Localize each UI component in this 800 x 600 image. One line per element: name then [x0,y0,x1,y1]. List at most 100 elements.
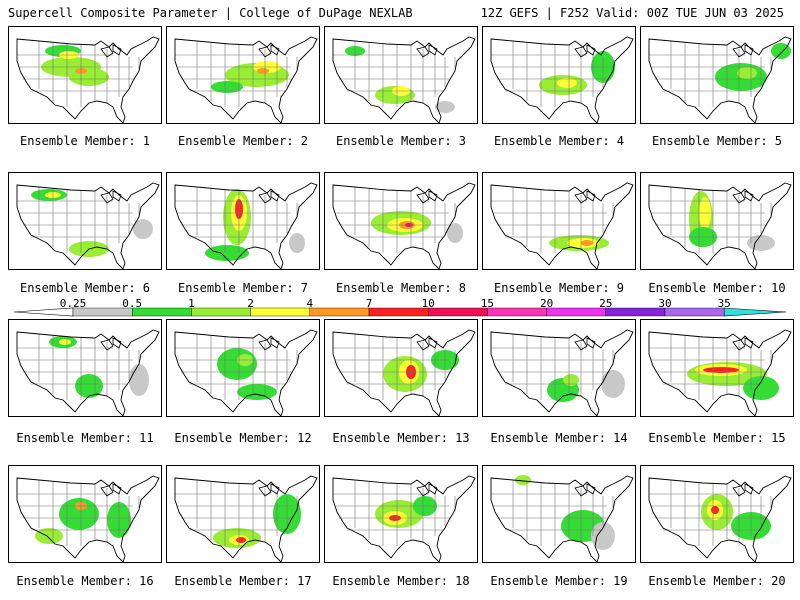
ensemble-member-caption: Ensemble Member: 1 [19,134,151,148]
great-lakes [574,483,596,497]
ensemble-member-caption: Ensemble Member: 9 [493,281,625,295]
scp-contour-area [743,376,779,400]
ensemble-member-map-4 [482,26,636,124]
colorbar-tick-label: 15 [480,297,495,310]
scp-contour-area [711,506,719,514]
us-map-svg [174,36,318,123]
great-lakes [258,190,280,204]
ensemble-member-map-6 [8,172,162,270]
ensemble-member-caption: Ensemble Member: 13 [332,431,470,445]
land-area [491,330,633,416]
scp-contour-area [581,240,593,246]
ensemble-member-caption: Ensemble Member: 10 [648,281,786,295]
ensemble-member-map-17 [166,465,320,563]
ensemble-member-map-15 [640,319,794,417]
us-map-svg [332,182,476,269]
colorbar-segment [309,307,370,317]
colorbar-tick-label: 0.5 [122,297,143,310]
great-lakes [100,44,122,58]
ensemble-member-map-9 [482,172,636,270]
us-map-svg [648,36,792,123]
ensemble-member-map-11 [8,319,162,417]
scp-contour-area [75,374,103,398]
us-map-svg [174,475,318,562]
great-lakes [416,483,438,497]
great-lakes [574,44,596,58]
scp-contour-area [69,68,109,86]
ensemble-member-map-14 [482,319,636,417]
color-scale-bar [13,307,787,317]
ensemble-member-caption: Ensemble Member: 20 [648,574,786,588]
colorbar-tick-label: 35 [717,297,731,310]
scp-contour-area [129,364,149,396]
colorbar-segment [368,307,429,317]
us-map-svg [490,329,634,416]
ensemble-member-caption: Ensemble Member: 7 [177,281,309,295]
great-lakes [100,190,122,204]
ensemble-member-caption: Ensemble Member: 2 [177,134,309,148]
great-lakes [574,190,596,204]
great-lakes [258,483,280,497]
ensemble-member-caption: Ensemble Member: 3 [335,134,467,148]
great-lakes [732,44,754,58]
great-lakes [100,337,122,351]
scp-contour-area [133,219,153,239]
ensemble-member-caption: Ensemble Member: 5 [651,134,783,148]
scp-contour-area [557,78,577,88]
great-lakes [732,337,754,351]
colorbar-tick-label: 1 [188,297,195,310]
scp-contour-area [591,522,615,550]
ensemble-member-caption: Ensemble Member: 17 [174,574,312,588]
scp-contour-area [771,43,791,59]
us-map-svg [16,182,160,269]
us-map-svg [332,475,476,562]
ensemble-member-map-16 [8,465,162,563]
scp-contour-area [237,384,277,400]
ensemble-member-map-10 [640,172,794,270]
colorbar-segment [546,307,606,317]
colorbar-tick-label: 4 [306,297,314,310]
us-map-svg [490,182,634,269]
colorbar-tick-label: 0.25 [59,297,87,310]
colorbar-segment [191,307,251,317]
great-lakes [732,190,754,204]
us-map-svg [174,182,318,269]
us-map-svg [490,475,634,562]
scp-contour-area [737,67,757,79]
land-area [491,476,633,562]
ensemble-member-map-3 [324,26,478,124]
scp-contour-area [703,367,739,373]
scp-contour-area [205,245,249,261]
scp-contour-area [59,339,71,345]
colorbar-segment [250,307,311,317]
scp-contour-area [435,101,455,113]
ensemble-member-caption: Ensemble Member: 18 [332,574,470,588]
us-map-svg [490,36,634,123]
ensemble-member-map-12 [166,319,320,417]
great-lakes [732,483,754,497]
scp-contour-area [211,81,243,93]
header-title: Supercell Composite Parameter | College … [8,6,413,20]
colorbar-over-arrow [723,307,787,317]
ensemble-member-caption: Ensemble Member: 15 [648,431,786,445]
colorbar-segment [664,307,725,317]
us-map-svg [174,329,318,416]
ensemble-member-map-7 [166,172,320,270]
scp-contour-area [601,370,625,398]
great-lakes [416,44,438,58]
ensemble-member-map-20 [640,465,794,563]
scp-contour-area [236,537,246,543]
ensemble-member-map-2 [166,26,320,124]
great-lakes [416,337,438,351]
us-map-svg [648,182,792,269]
ensemble-member-caption: Ensemble Member: 6 [19,281,151,295]
colorbar-segment [605,307,666,317]
scp-contour-area [35,528,63,544]
colorbar-segment [428,307,488,317]
land-area [491,183,633,269]
colorbar-tick-label: 2 [247,297,254,310]
us-map-svg [648,475,792,562]
great-lakes [258,44,280,58]
great-lakes [258,337,280,351]
land-area [17,330,159,416]
